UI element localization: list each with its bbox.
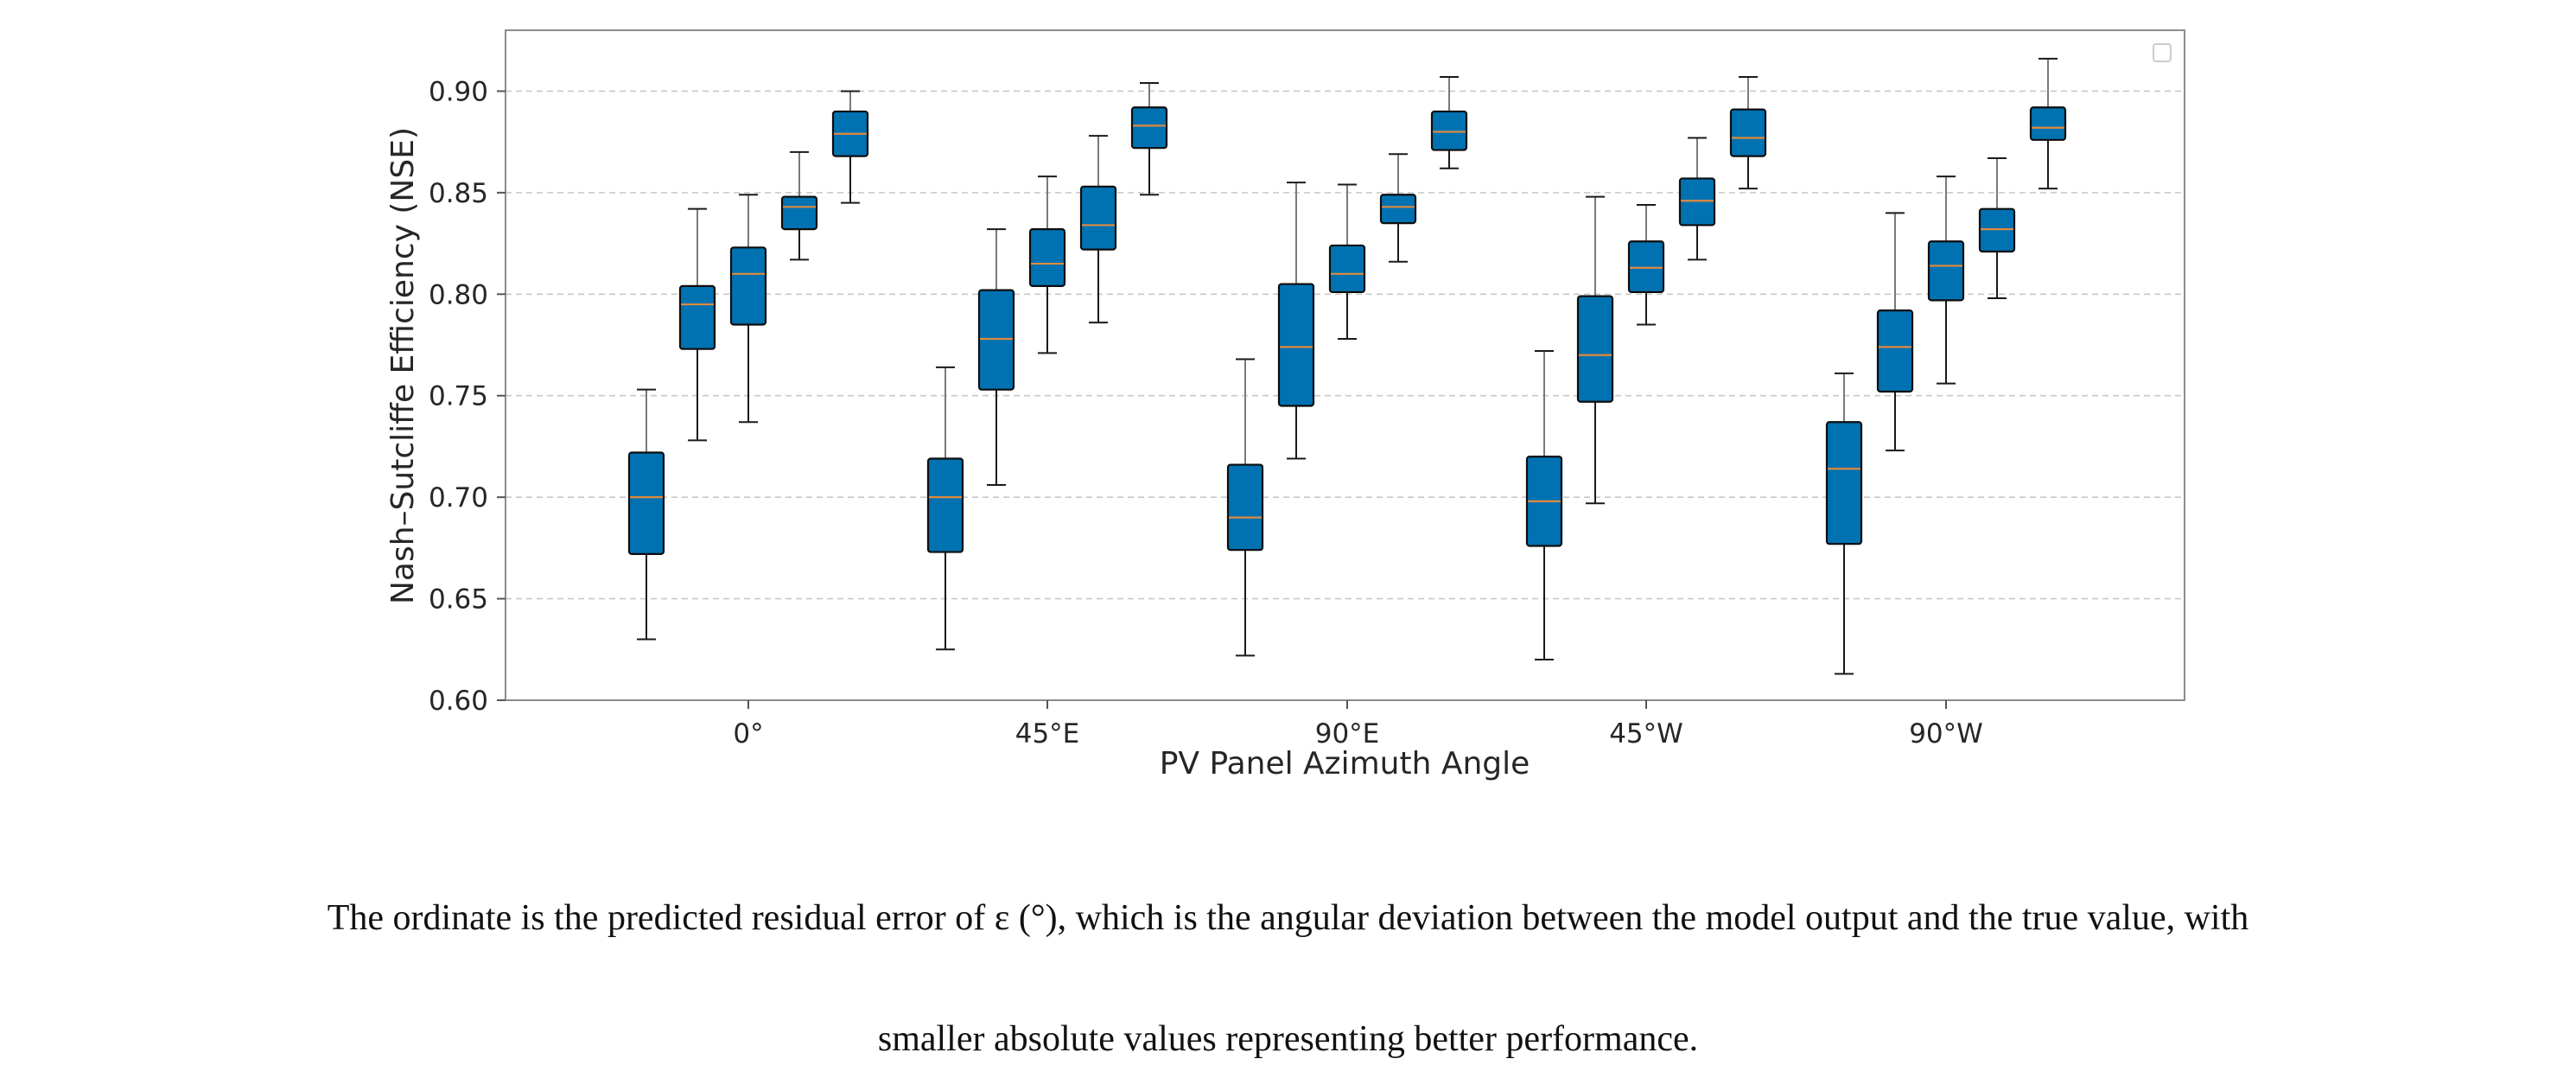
y-tick-label: 0.65	[429, 584, 488, 616]
box-body	[1430, 110, 1468, 151]
box-3-3	[1678, 137, 1716, 261]
box-2-2	[1328, 183, 1366, 340]
box-body	[627, 451, 665, 556]
x-tick-label: 90°W	[1909, 718, 1983, 749]
box-4-2	[1927, 175, 1965, 385]
y-tick-label: 0.70	[429, 482, 488, 513]
box-body	[1927, 240, 1965, 302]
y-tick-label: 0.90	[429, 76, 488, 107]
box-body	[1576, 295, 1614, 403]
y-axis-label: Nash–Sutcliffe Efficiency (NSE)	[385, 127, 421, 604]
box-2-0	[1226, 358, 1264, 657]
x-axis-label: PV Panel Azimuth Angle	[1160, 746, 1530, 781]
box-1-1	[977, 228, 1015, 487]
box-body	[977, 289, 1015, 391]
box-body	[729, 246, 767, 326]
box-body	[1028, 228, 1066, 288]
x-axis: 0° 45°E 90°E 45°W 90°W	[733, 700, 1983, 749]
caption-line-2: smaller absolute values representing bet…	[877, 1019, 1699, 1059]
box-4-3	[1978, 156, 2016, 299]
box-body	[1876, 309, 1914, 393]
box-body	[1729, 108, 1767, 157]
grid-lines	[506, 90, 2185, 701]
plot-frame	[505, 29, 2185, 701]
box-4-4	[2029, 57, 2067, 190]
box-series	[627, 57, 2067, 675]
y-tick-label: 0.80	[429, 279, 488, 310]
box-body	[926, 457, 964, 553]
box-1-2	[1028, 175, 1066, 354]
x-tick-label: 0°	[733, 718, 763, 749]
y-axis: 0.60 0.65 0.70 0.75 0.80 0.85 0.90	[429, 76, 506, 717]
x-tick-label: 45°W	[1609, 718, 1683, 749]
box-2-1	[1277, 182, 1315, 460]
x-tick-label: 90°E	[1315, 718, 1380, 749]
box-0-0	[627, 388, 665, 641]
box-1-3	[1079, 135, 1117, 324]
box-body	[1978, 207, 2016, 253]
box-body	[2029, 106, 2067, 141]
box-4-0	[1825, 372, 1863, 675]
box-3-4	[1729, 76, 1767, 190]
y-tick-label: 0.85	[429, 178, 488, 209]
y-tick-label: 0.60	[429, 686, 488, 717]
box-body	[678, 284, 716, 350]
box-2-4	[1430, 76, 1468, 169]
box-0-1	[678, 207, 716, 442]
legend-box	[2153, 43, 2172, 62]
box-body	[1079, 185, 1117, 251]
x-tick-label: 45°E	[1015, 718, 1080, 749]
box-3-1	[1576, 195, 1614, 505]
box-body	[1825, 421, 1863, 545]
box-body	[1627, 240, 1665, 294]
box-1-0	[926, 366, 964, 651]
box-4-1	[1876, 212, 1914, 452]
caption-line-1: The ordinate is the predicted residual e…	[327, 898, 2249, 938]
box-3-2	[1627, 203, 1665, 326]
box-0-4	[831, 90, 869, 204]
boxplot-chart: 0.60 0.65 0.70 0.75 0.80 0.85 0.90 0° 45°E 90°E 4…	[385, 29, 2185, 781]
box-2-3	[1379, 153, 1417, 263]
box-body	[1379, 194, 1417, 225]
box-1-4	[1130, 82, 1168, 196]
box-body	[1678, 177, 1716, 226]
box-body	[1130, 106, 1168, 150]
box-3-0	[1525, 350, 1563, 661]
box-body	[1226, 463, 1264, 552]
y-tick-label: 0.75	[429, 381, 488, 412]
box-0-2	[729, 194, 767, 424]
box-body	[1277, 283, 1315, 407]
box-body	[780, 195, 818, 231]
box-0-3	[780, 150, 818, 261]
box-body	[1328, 244, 1366, 294]
